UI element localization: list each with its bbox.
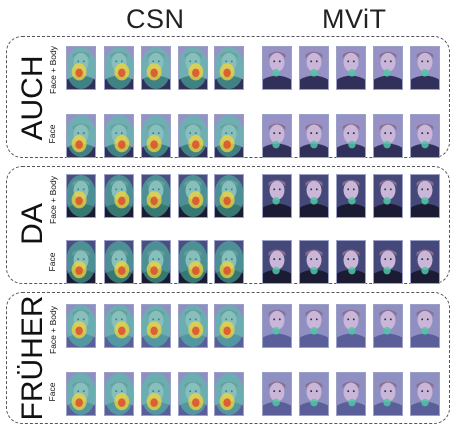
mvit-frame-thumbnail	[299, 240, 329, 284]
csn-frame-thumbnail	[104, 114, 134, 158]
csn-frame-thumbnail	[66, 46, 96, 90]
word-frueher: FRÜHER	[16, 295, 49, 421]
mvit-frame-thumbnail	[262, 240, 292, 284]
mvit-frame-thumbnail	[262, 372, 292, 416]
csn-frame-thumbnail	[178, 240, 208, 284]
mvit-frame-thumbnail	[410, 304, 440, 348]
row-label-face-body: Face + Body	[48, 306, 58, 354]
row-label-face: Face	[47, 252, 57, 272]
csn-frame-thumbnail	[104, 240, 134, 284]
csn-frame-thumbnail	[178, 304, 208, 348]
panel-frueher	[6, 292, 450, 424]
mvit-frame-thumbnail	[336, 114, 366, 158]
csn-frame-thumbnail	[214, 46, 244, 90]
mvit-frame-thumbnail	[410, 372, 440, 416]
csn-frame-thumbnail	[66, 372, 96, 416]
csn-frame-thumbnail	[214, 174, 244, 218]
mvit-frame-thumbnail	[299, 46, 329, 90]
csn-frame-thumbnail	[104, 46, 134, 90]
csn-frame-thumbnail	[104, 304, 134, 348]
mvit-frame-thumbnail	[336, 372, 366, 416]
csn-frame-thumbnail	[104, 372, 134, 416]
row-label-face: Face	[47, 382, 57, 402]
word-da: DA	[16, 203, 49, 245]
csn-frame-thumbnail	[178, 114, 208, 158]
mvit-frame-thumbnail	[373, 240, 403, 284]
mvit-frame-thumbnail	[410, 174, 440, 218]
csn-frame-thumbnail	[141, 114, 171, 158]
csn-frame-thumbnail	[141, 240, 171, 284]
csn-frame-thumbnail	[66, 240, 96, 284]
mvit-frame-thumbnail	[373, 372, 403, 416]
csn-frame-thumbnail	[214, 372, 244, 416]
mvit-frame-thumbnail	[373, 46, 403, 90]
mvit-frame-thumbnail	[299, 114, 329, 158]
csn-frame-thumbnail	[214, 114, 244, 158]
csn-frame-thumbnail	[141, 304, 171, 348]
mvit-frame-thumbnail	[410, 46, 440, 90]
mvit-frame-thumbnail	[373, 114, 403, 158]
csn-frame-thumbnail	[104, 174, 134, 218]
row-label-face-body: Face + Body	[48, 176, 58, 224]
mvit-frame-thumbnail	[262, 304, 292, 348]
word-auch: AUCH	[16, 55, 49, 141]
mvit-frame-thumbnail	[336, 174, 366, 218]
row-label-face-body: Face + Body	[48, 46, 58, 94]
csn-frame-thumbnail	[178, 46, 208, 90]
csn-frame-thumbnail	[141, 372, 171, 416]
csn-frame-thumbnail	[214, 304, 244, 348]
mvit-frame-thumbnail	[299, 372, 329, 416]
mvit-frame-thumbnail	[336, 46, 366, 90]
csn-frame-thumbnail	[178, 372, 208, 416]
mvit-frame-thumbnail	[299, 174, 329, 218]
mvit-frame-thumbnail	[410, 114, 440, 158]
column-title-mvit: MViT	[322, 4, 387, 34]
mvit-frame-thumbnail	[262, 114, 292, 158]
mvit-frame-thumbnail	[410, 240, 440, 284]
mvit-frame-thumbnail	[262, 46, 292, 90]
csn-frame-thumbnail	[178, 174, 208, 218]
csn-frame-thumbnail	[66, 174, 96, 218]
csn-frame-thumbnail	[141, 174, 171, 218]
csn-frame-thumbnail	[66, 114, 96, 158]
mvit-frame-thumbnail	[299, 304, 329, 348]
csn-frame-thumbnail	[214, 240, 244, 284]
mvit-frame-thumbnail	[373, 174, 403, 218]
mvit-frame-thumbnail	[336, 304, 366, 348]
column-title-csn: CSN	[126, 4, 185, 34]
mvit-frame-thumbnail	[373, 304, 403, 348]
csn-frame-thumbnail	[141, 46, 171, 90]
mvit-frame-thumbnail	[262, 174, 292, 218]
csn-frame-thumbnail	[66, 304, 96, 348]
mvit-frame-thumbnail	[336, 240, 366, 284]
row-label-face: Face	[47, 124, 57, 144]
